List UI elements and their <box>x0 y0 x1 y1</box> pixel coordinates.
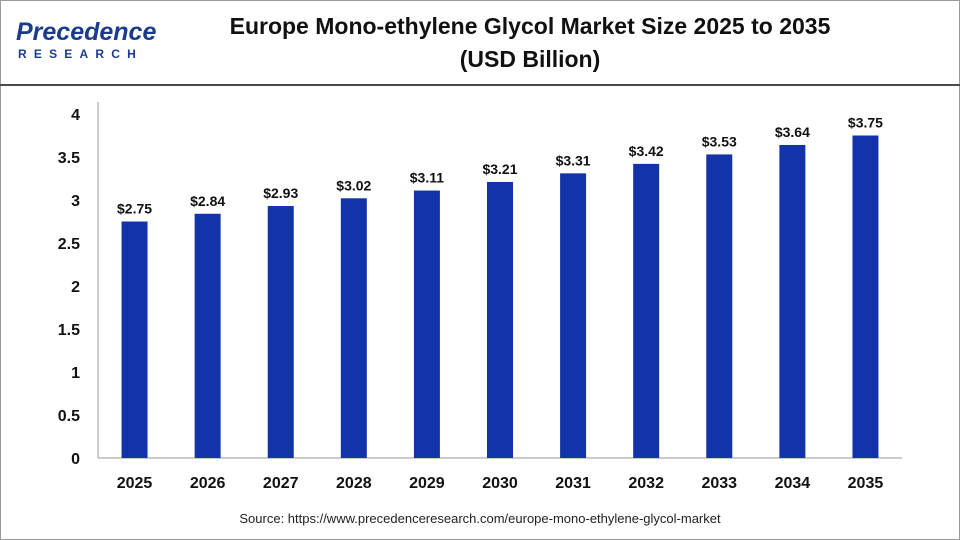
x-tick-label: 2030 <box>482 475 518 492</box>
bar <box>779 144 806 458</box>
y-tick-label: 1 <box>71 365 80 382</box>
x-tick-label: 2026 <box>190 475 226 492</box>
chart-title: Europe Mono-ethylene Glycol Market Size … <box>180 10 880 76</box>
bar <box>413 190 440 459</box>
source-note: Source: https://www.precedenceresearch.c… <box>239 511 721 526</box>
x-tick-label: 2025 <box>117 475 153 492</box>
title-line-2: (USD Billion) <box>459 46 601 72</box>
x-tick-label: 2028 <box>336 475 372 492</box>
bar <box>706 154 733 459</box>
data-label: $2.93 <box>263 185 298 201</box>
data-label: $3.53 <box>702 133 737 149</box>
x-tick-label: 2027 <box>263 475 299 492</box>
x-tick-label: 2035 <box>848 475 884 492</box>
y-tick-label: 2 <box>71 279 80 296</box>
x-tick-label: 2031 <box>555 475 591 492</box>
logo-subtitle: RESEARCH <box>18 47 143 61</box>
bar <box>121 221 148 458</box>
bar <box>560 173 587 458</box>
data-label: $3.11 <box>410 170 444 186</box>
header: Precedence RESEARCH Europe Mono-ethylene… <box>0 0 960 84</box>
data-label: $3.02 <box>336 177 371 193</box>
y-tick-label: 0 <box>71 451 80 468</box>
x-tick-label: 2033 <box>701 475 737 492</box>
x-tick-label: 2032 <box>628 475 664 492</box>
logo-wordmark: Precedence <box>16 18 157 46</box>
bar <box>340 198 367 458</box>
y-tick-label: 0.5 <box>58 408 80 425</box>
x-tick-label: 2034 <box>775 475 811 492</box>
y-tick-label: 3 <box>71 193 80 210</box>
brand-logo: Precedence RESEARCH <box>16 14 166 66</box>
x-tick-label: 2029 <box>409 475 445 492</box>
data-label: $3.42 <box>629 143 664 159</box>
bar <box>487 181 513 458</box>
bar <box>194 213 221 458</box>
bar <box>633 163 660 458</box>
data-label: $2.75 <box>117 201 152 217</box>
data-label: $3.64 <box>775 124 810 140</box>
y-tick-label: 4 <box>71 107 80 124</box>
data-label: $3.21 <box>482 161 517 177</box>
bar <box>852 135 879 458</box>
y-tick-label: 1.5 <box>58 322 80 339</box>
title-line-1: Europe Mono-ethylene Glycol Market Size … <box>229 13 831 39</box>
y-tick-label: 3.5 <box>58 150 80 167</box>
data-label: $2.84 <box>190 193 225 209</box>
header-divider <box>0 84 960 86</box>
y-tick-label: 2.5 <box>58 236 80 253</box>
data-label: $3.31 <box>556 152 591 168</box>
data-label: $3.75 <box>848 115 883 131</box>
bar <box>267 206 294 458</box>
